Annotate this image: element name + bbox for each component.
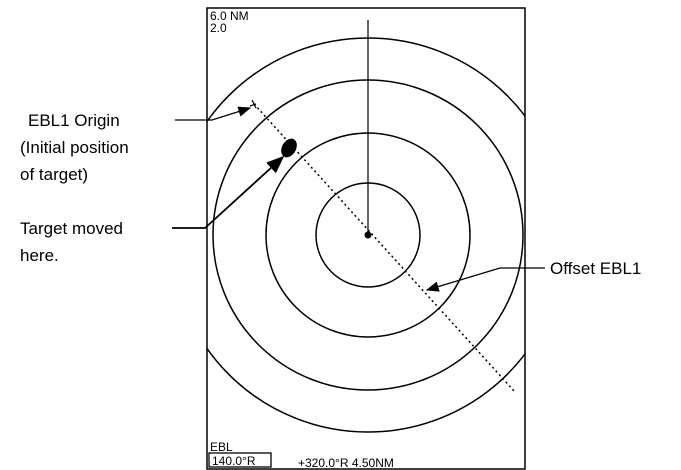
cursor-readout: +320.0°R 4.50NM bbox=[298, 456, 394, 470]
range-text: 6.0 NM bbox=[210, 9, 249, 23]
callout-text: Target moved bbox=[20, 219, 123, 238]
target-echo bbox=[281, 138, 297, 158]
callout-text: of target) bbox=[20, 165, 88, 184]
ebl-box bbox=[208, 452, 272, 468]
origin-mark bbox=[249, 99, 257, 109]
callout-text: EBL1 Origin bbox=[28, 111, 120, 130]
callout-text: here. bbox=[20, 246, 59, 265]
ebl-label: EBL bbox=[210, 440, 233, 454]
callout-text: (Initial position bbox=[20, 138, 129, 157]
ebl-bearing: 140.0°R bbox=[212, 454, 256, 468]
own-ship bbox=[364, 231, 372, 239]
radar-screen bbox=[206, 7, 526, 470]
offset-leader bbox=[425, 267, 545, 292]
callout-text: Offset EBL1 bbox=[550, 259, 641, 278]
origin-leader bbox=[175, 106, 252, 121]
target-leader bbox=[172, 155, 285, 229]
ring-interval-text: 2.0 bbox=[210, 21, 227, 35]
